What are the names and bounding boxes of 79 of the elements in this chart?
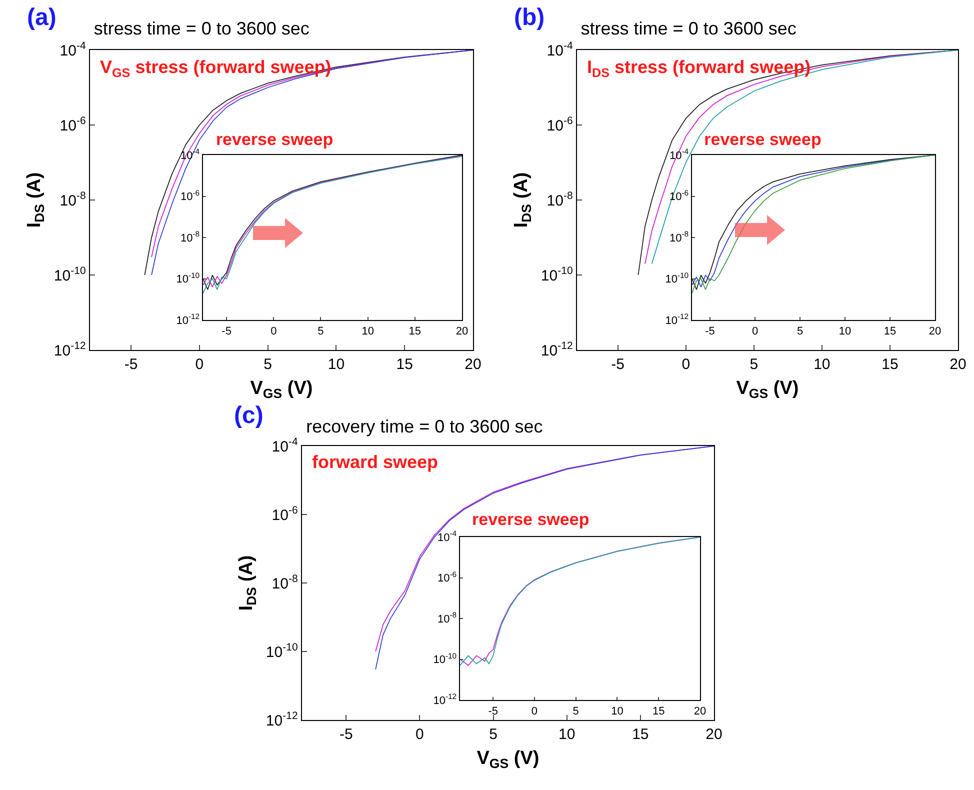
- y-tick-label: 10$^{-8}$: [180, 230, 200, 244]
- x-tick-label: 0: [195, 356, 204, 374]
- y-tick-label: 10$^{-6}$: [546, 114, 573, 134]
- x-tick-label: 5: [318, 325, 324, 338]
- x-tick-label: 5: [572, 705, 579, 718]
- chart-title: reverse sweep: [472, 510, 590, 529]
- chart-title: reverse sweep: [216, 130, 334, 149]
- y-tick-label: 10$^{-10}$: [266, 641, 298, 661]
- x-tick-label: 5: [264, 356, 272, 374]
- x-tick-label: 5: [750, 356, 758, 374]
- x-tick-label: 10: [328, 356, 345, 374]
- chart-title: stress time = 0 to 3600 sec: [580, 18, 796, 39]
- y-tick-label: 10$^{-12}$: [665, 312, 689, 327]
- x-axis-title: V$_{GS}$ (V): [736, 378, 799, 401]
- x-tick-label: 10: [611, 705, 624, 718]
- x-tick-label: -5: [339, 726, 353, 744]
- x-tick-label: 10: [558, 726, 576, 744]
- text: (b): [514, 4, 545, 31]
- y-tick-label: 10$^{-6}$: [60, 114, 86, 134]
- y-tick-label: 10$^{-10}$: [54, 264, 86, 284]
- x-axis-title: V$_{GS}$ (V): [250, 378, 313, 401]
- y-tick-label: 10$^{-12}$: [433, 692, 457, 707]
- y-tick-label: 10$^{-6}$: [272, 504, 298, 524]
- x-tick-label: -5: [222, 325, 232, 338]
- y-tick-label: 10$^{-8}$: [670, 230, 689, 244]
- x-axis-title: V$_{GS}$ (V): [476, 748, 540, 771]
- y-tick-label: 10$^{-6}$: [180, 188, 200, 204]
- x-tick-label: -5: [124, 356, 138, 374]
- y-tick-label: 10$^{-10}$: [433, 651, 457, 666]
- chart-title: recovery time = 0 to 3600 sec: [306, 416, 543, 437]
- y-tick-label: 10$^{-8}$: [438, 610, 457, 626]
- x-tick-label: 0: [270, 325, 277, 338]
- x-tick-label: -5: [705, 325, 715, 338]
- y-tick-label: 10$^{-8}$: [272, 572, 298, 592]
- x-tick-label: -5: [611, 356, 624, 374]
- y-tick-label: 10$^{-10}$: [665, 270, 689, 286]
- text: (c): [234, 402, 264, 429]
- y-tick-label: 10$^{-6}$: [438, 570, 457, 585]
- line-series: [460, 537, 700, 666]
- y-tick-label: 10$^{-4}$: [438, 529, 458, 544]
- x-tick-label: 20: [456, 325, 468, 338]
- x-tick-label: 0: [416, 726, 424, 744]
- y-tick-label: 10$^{-8}$: [60, 190, 86, 210]
- y-tick-label: 10$^{-10}$: [176, 270, 200, 286]
- x-tick-label: 10: [838, 325, 852, 338]
- x-tick-label: 0: [531, 705, 538, 718]
- x-tick-label: 15: [396, 356, 413, 374]
- y-tick-label: 10$^{-12}$: [540, 340, 573, 360]
- annotation: forward sweep: [312, 452, 438, 472]
- x-tick-label: 20: [950, 356, 966, 374]
- y-tick-label: 10$^{-8}$: [546, 190, 573, 210]
- chart-title: stress time = 0 to 3600 sec: [94, 18, 310, 39]
- x-tick-label: 5: [489, 726, 498, 744]
- x-tick-label: 20: [928, 325, 942, 338]
- x-tick-label: 0: [752, 325, 758, 338]
- annotation: V$_{GS}$ stress (forward sweep): [100, 57, 332, 80]
- text: (a): [27, 4, 56, 31]
- y-tick-label: 10$^{-10}$: [540, 264, 573, 284]
- x-tick-label: -5: [488, 705, 498, 718]
- x-tick-label: 10: [814, 356, 830, 374]
- y-tick-label: 10$^{-4}$: [272, 436, 298, 456]
- x-tick-label: 5: [796, 325, 804, 338]
- y-tick-label: 10$^{-4}$: [546, 40, 573, 60]
- annotation: I$_{DS}$ stress (forward sweep): [587, 57, 811, 80]
- x-tick-label: 20: [464, 356, 482, 374]
- x-tick-label: 15: [884, 325, 896, 338]
- x-tick-label: 15: [632, 726, 649, 744]
- x-tick-label: 15: [882, 356, 898, 374]
- x-tick-label: 10: [362, 325, 374, 338]
- y-tick-label: 10$^{-4}$: [60, 40, 86, 60]
- y-tick-label: 10$^{-12}$: [54, 340, 86, 360]
- chart-title: reverse sweep: [704, 130, 822, 149]
- x-tick-label: 15: [652, 705, 665, 718]
- y-tick-label: 10$^{-12}$: [176, 312, 200, 327]
- y-tick-label: 10$^{-12}$: [266, 710, 298, 730]
- x-tick-label: 20: [706, 726, 722, 744]
- x-tick-label: 20: [694, 705, 706, 718]
- x-tick-label: 15: [408, 325, 422, 338]
- x-tick-label: 0: [682, 356, 690, 374]
